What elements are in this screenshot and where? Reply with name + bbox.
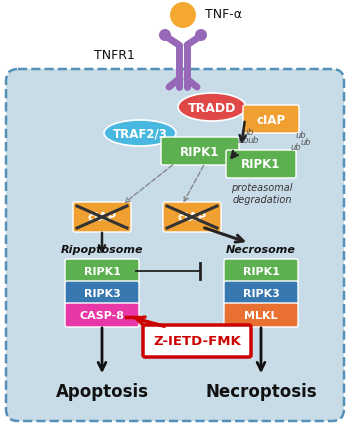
Circle shape (195, 30, 207, 42)
Ellipse shape (104, 121, 176, 147)
FancyBboxPatch shape (65, 281, 139, 305)
Text: ub: ub (296, 131, 307, 140)
Text: Ripoptosome: Ripoptosome (61, 244, 143, 255)
Text: MLKL: MLKL (244, 310, 278, 320)
Text: proteasomal
degradation: proteasomal degradation (231, 183, 293, 204)
FancyBboxPatch shape (65, 303, 139, 327)
FancyBboxPatch shape (224, 303, 298, 327)
Text: TRADD: TRADD (188, 101, 236, 114)
Text: ub: ub (291, 143, 302, 152)
FancyBboxPatch shape (243, 106, 299, 134)
Text: cIAP: cIAP (257, 113, 286, 126)
Text: TNF-α: TNF-α (205, 7, 242, 21)
Text: ub: ub (301, 138, 312, 147)
Text: RIPK1: RIPK1 (84, 266, 120, 276)
FancyBboxPatch shape (224, 281, 298, 305)
Text: ub: ub (237, 136, 248, 144)
Text: ub: ub (247, 136, 259, 144)
FancyBboxPatch shape (161, 138, 239, 166)
Text: Necroptosis: Necroptosis (205, 382, 317, 400)
Circle shape (159, 30, 171, 42)
Text: ub: ub (242, 128, 253, 137)
FancyBboxPatch shape (6, 70, 344, 421)
FancyBboxPatch shape (163, 203, 221, 233)
Text: RIPK1: RIPK1 (180, 145, 220, 158)
FancyBboxPatch shape (65, 259, 139, 283)
Ellipse shape (178, 94, 246, 122)
Text: RIPK1: RIPK1 (241, 158, 281, 171)
Text: cIAP: cIAP (177, 211, 206, 224)
Text: Z-IETD-FMK: Z-IETD-FMK (153, 335, 241, 348)
Circle shape (169, 2, 197, 30)
FancyBboxPatch shape (143, 325, 251, 357)
Text: TRAF2/3: TRAF2/3 (113, 127, 167, 140)
FancyBboxPatch shape (73, 203, 131, 233)
Text: Necrosome: Necrosome (226, 244, 296, 255)
Text: RIPK3: RIPK3 (243, 289, 279, 298)
FancyBboxPatch shape (224, 259, 298, 283)
Text: RIPK3: RIPK3 (84, 289, 120, 298)
Text: RIPK1: RIPK1 (243, 266, 279, 276)
Text: Apoptosis: Apoptosis (56, 382, 148, 400)
Text: CASP-8: CASP-8 (79, 310, 125, 320)
FancyBboxPatch shape (226, 150, 296, 178)
Text: cIAP: cIAP (88, 211, 117, 224)
Text: TNFR1: TNFR1 (94, 49, 135, 61)
